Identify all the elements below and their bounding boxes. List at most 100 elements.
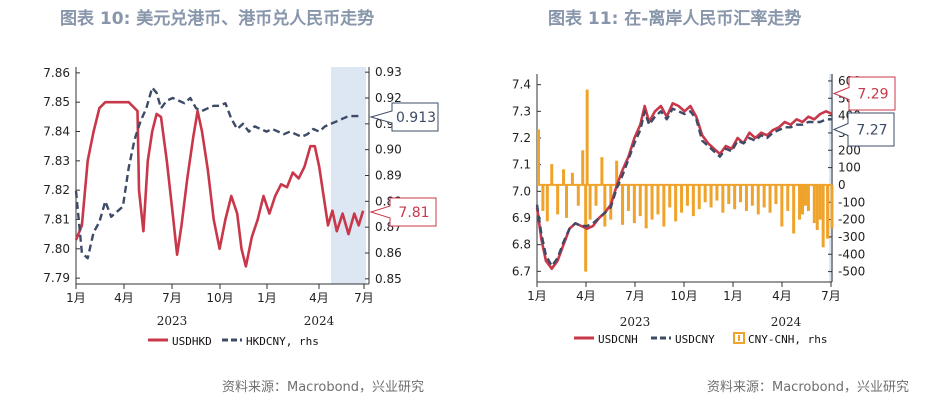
legend-swatch <box>733 332 745 344</box>
cny-cnh-bar <box>801 184 804 215</box>
cny-cnh-bar <box>744 184 748 211</box>
cny-cnh-bar <box>536 129 540 185</box>
x-tick-label: 1月 <box>66 291 86 305</box>
cny-cnh-bar <box>545 184 549 222</box>
cny-cnh-bar <box>768 184 772 213</box>
callout-value: 0.913 <box>396 110 436 126</box>
x-tick-label: 1月 <box>257 291 277 305</box>
callout-box <box>369 102 439 132</box>
callout-box <box>369 197 437 227</box>
cny-cnh-bar <box>565 184 568 218</box>
left-tick-label: 7.4 <box>512 78 531 92</box>
x-tick-label: 7月 <box>821 289 841 303</box>
cny-cnh-bar <box>780 184 784 227</box>
cny-cnh-bar <box>556 184 560 215</box>
series-line-usdcnh <box>535 102 833 270</box>
callout-box <box>832 76 896 111</box>
cny-cnh-bar <box>739 184 743 203</box>
series-line-hkdcny <box>74 86 361 260</box>
legend-label: CNY-CNH, rhs <box>748 333 827 346</box>
cny-cnh-bar <box>774 184 778 204</box>
shaded-period-0 <box>331 67 366 284</box>
cny-cnh-bar <box>662 184 666 227</box>
right-tick-label: 0.89 <box>375 169 402 183</box>
year-label: 2024 <box>771 315 802 329</box>
x-tick-label: 4月 <box>576 289 596 303</box>
right-tick-label: 0 <box>838 178 846 192</box>
legend-label: USDCNY <box>675 333 715 346</box>
left-tick-label: 7.84 <box>43 125 70 139</box>
right-tick-label: 0.93 <box>375 65 402 79</box>
cny-cnh-bar <box>715 184 719 201</box>
cny-cnh-bar <box>750 184 754 206</box>
callout-value: 7.81 <box>398 205 429 221</box>
left-tick-label: 7.2 <box>512 131 531 145</box>
left-tick-label: 7.83 <box>43 154 70 168</box>
cny-cnh-bar <box>550 164 554 185</box>
cny-cnh-bar <box>644 184 648 229</box>
year-label: 2024 <box>304 314 335 328</box>
cny-cnh-bar <box>680 184 684 213</box>
left-tick-label: 7.79 <box>43 271 70 285</box>
cny-cnh-bar <box>806 184 810 211</box>
right-tick-label: 0.90 <box>375 143 402 157</box>
cny-cnh-bar <box>562 169 566 185</box>
right-tick-label: -300 <box>838 230 865 244</box>
cny-cnh-bar <box>632 184 636 224</box>
x-tick-label: 7月 <box>625 289 645 303</box>
x-tick-label: 4月 <box>772 289 792 303</box>
cny-cnh-bar <box>709 184 713 208</box>
source-note-left: 资料来源：Macrobond，兴业研究 <box>222 380 425 395</box>
x-tick-label: 7月 <box>354 291 374 305</box>
left-tick-label: 7.0 <box>512 184 531 198</box>
x-tick-label: 10月 <box>206 291 233 305</box>
cny-cnh-bar <box>721 184 725 213</box>
left-tick-label: 6.7 <box>512 264 531 278</box>
x-tick-label: 1月 <box>527 289 547 303</box>
left-tick-label: 7.85 <box>43 95 70 109</box>
right-tick-label: -400 <box>838 247 865 261</box>
cny-cnh-bar <box>600 157 604 185</box>
left-tick-label: 7.81 <box>43 212 70 226</box>
callout-box <box>832 112 895 147</box>
cny-cnh-bar <box>786 184 790 211</box>
right-tick-label: 0.85 <box>375 272 402 286</box>
cny-cnh-bar <box>581 150 585 185</box>
callout-value: 7.27 <box>856 123 887 139</box>
right-tick-label: 100 <box>838 161 861 175</box>
cny-cnh-bar <box>812 184 816 224</box>
shaded-period-1 <box>829 74 833 282</box>
left-tick-label: 6.9 <box>512 211 531 225</box>
cny-cnh-bar <box>756 184 760 215</box>
right-tick-label: -500 <box>838 265 865 279</box>
cny-cnh-bar <box>674 184 678 222</box>
right-tick-label: 0.86 <box>375 246 402 260</box>
cny-cnh-bar <box>691 184 695 217</box>
legend-label: USDHKD <box>172 335 212 348</box>
cny-cnh-bar <box>727 184 731 204</box>
left-tick-label: 7.3 <box>512 104 531 118</box>
cny-cnh-bar <box>621 184 625 225</box>
cny-cnh-bar <box>615 160 619 185</box>
cny-cnh-bar <box>541 184 545 211</box>
x-tick-label: 10月 <box>670 289 697 303</box>
cny-cnh-bar <box>650 184 654 220</box>
cny-cnh-bar <box>815 184 819 230</box>
x-tick-label: 4月 <box>114 291 134 305</box>
cny-cnh-bar <box>570 172 574 185</box>
year-label: 2023 <box>157 314 188 328</box>
x-tick-label: 1月 <box>723 289 743 303</box>
left-tick-label: 7.1 <box>512 158 531 172</box>
callout-value: 7.29 <box>857 87 888 103</box>
x-tick-label: 4月 <box>309 291 329 305</box>
year-label: 2023 <box>620 315 651 329</box>
cny-cnh-bar <box>826 184 830 239</box>
series-line-usdhkd <box>74 100 365 268</box>
cny-cnh-bar <box>697 184 701 210</box>
x-tick-label: 7月 <box>162 291 182 305</box>
cny-cnh-bar <box>762 184 766 208</box>
source-note-right: 资料来源：Macrobond，兴业研究 <box>707 380 910 395</box>
legend-label: HKDCNY, rhs <box>246 335 319 348</box>
right-tick-label: -200 <box>838 213 865 227</box>
